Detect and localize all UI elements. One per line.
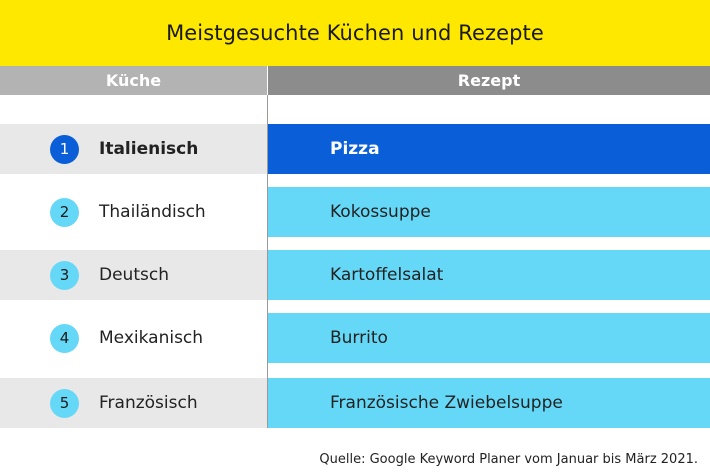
recipe-label-2: Kokossuppe [330,202,431,222]
table-row-3-recipe-cell: Kartoffelsalat [268,250,710,300]
table-row-3-cuisine-cell: 3 Deutsch [0,250,267,300]
cuisine-label-5: Französisch [99,393,198,413]
table-row-2-cuisine-cell: 2 Thailändisch [0,187,267,237]
cuisine-label-2: Thailändisch [99,202,206,222]
cuisine-label-3: Deutsch [99,265,169,285]
chart-title: Meistgesuchte Küchen und Rezepte [166,21,544,45]
rank-badge-5: 5 [50,388,79,418]
column-header-cuisine: Küche [0,66,267,95]
rank-badge-4: 4 [50,323,79,353]
title-bar: Meistgesuchte Küchen und Rezepte [0,0,710,66]
cuisine-label-4: Mexikanisch [99,328,204,348]
column-header-recipe: Rezept [268,66,710,95]
table-row-4-cuisine-cell: 4 Mexikanisch [0,313,267,363]
table-row-4-recipe-cell: Burrito [268,313,710,363]
recipe-label-3: Kartoffelsalat [330,265,444,285]
source-note: Quelle: Google Keyword Planer vom Januar… [319,452,698,467]
table-row-1-cuisine-cell: 1 Italienisch [0,124,267,174]
table-row-1-recipe-cell: Pizza [268,124,710,174]
column-divider [267,95,268,428]
rank-badge-2: 2 [50,197,79,227]
cuisine-label-1: Italienisch [99,139,199,159]
recipe-label-1: Pizza [330,139,380,159]
table-row-5-cuisine-cell: 5 Französisch [0,378,267,428]
rank-badge-3: 3 [50,260,79,290]
table-row-5-recipe-cell: Französische Zwiebelsuppe [268,378,710,428]
recipe-label-4: Burrito [330,328,388,348]
rank-badge-1: 1 [50,134,79,164]
recipe-label-5: Französische Zwiebelsuppe [330,393,563,413]
table-row-2-recipe-cell: Kokossuppe [268,187,710,237]
